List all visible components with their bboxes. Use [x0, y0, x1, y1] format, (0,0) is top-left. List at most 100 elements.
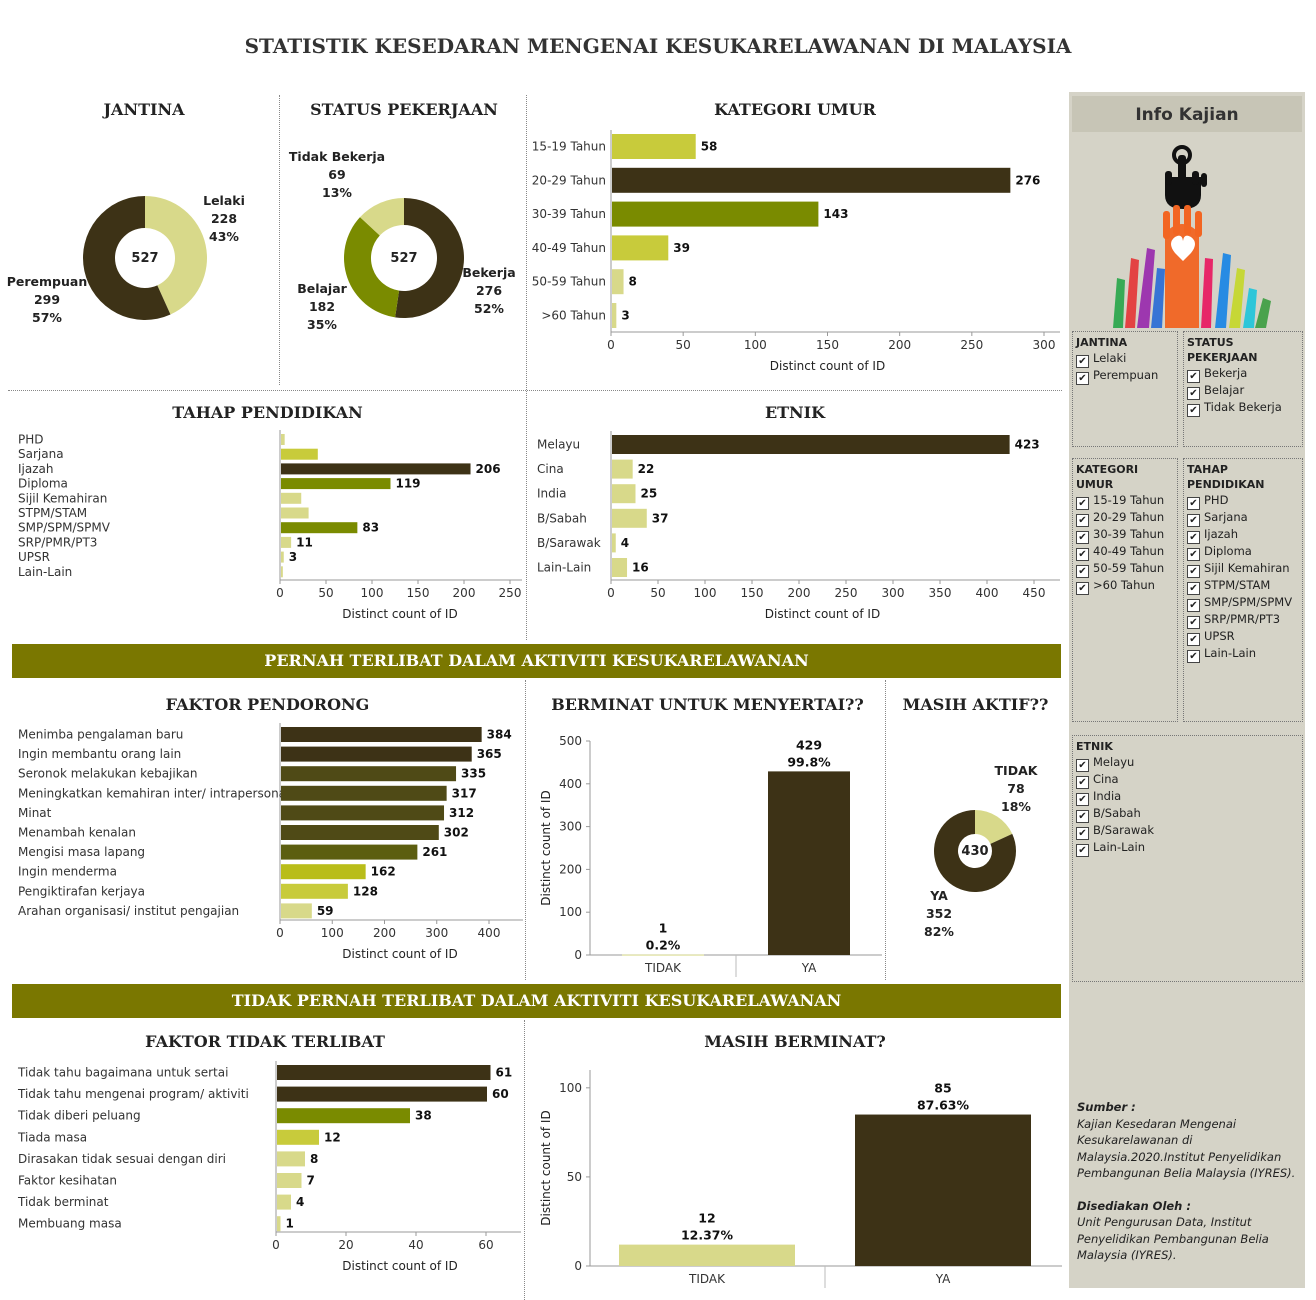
filter-item[interactable]: ✔ Sarjana — [1184, 509, 1302, 527]
pie-label: 13% — [322, 185, 352, 200]
category-label: Arahan organisasi/ institut pengajian — [18, 904, 239, 918]
filter-item[interactable]: ✔ Ijazah — [1184, 526, 1302, 544]
checkbox-icon[interactable]: ✔ — [1076, 844, 1089, 857]
axis-title: Distinct count of ID — [342, 607, 457, 621]
axis-title: Distinct count of ID — [342, 947, 457, 961]
checkbox-icon[interactable]: ✔ — [1187, 599, 1200, 612]
checkbox-icon[interactable]: ✔ — [1187, 616, 1200, 629]
filter-item[interactable]: ✔ 20-29 Tahun — [1073, 509, 1177, 527]
category-label: Lain-Lain — [537, 561, 591, 575]
bar — [612, 134, 696, 159]
filter-item[interactable]: ✔ >60 Tahun — [1073, 577, 1177, 595]
filter-item[interactable]: ✔ Lain-Lain — [1073, 839, 1302, 857]
data-label: 38 — [415, 1109, 432, 1123]
tick-label: 100 — [744, 338, 767, 352]
pie-label: Tidak Bekerja — [289, 149, 385, 164]
checkbox-icon[interactable]: ✔ — [1187, 370, 1200, 383]
filter-item[interactable]: ✔ STPM/STAM — [1184, 577, 1302, 595]
category-label: 20-29 Tahun — [532, 173, 606, 187]
data-label: 119 — [395, 477, 420, 491]
checkbox-icon[interactable]: ✔ — [1076, 514, 1089, 527]
bar — [281, 844, 418, 860]
filter-item[interactable]: ✔ Lelaki — [1073, 350, 1177, 368]
pie-total: 527 — [390, 251, 417, 266]
filter-item[interactable]: ✔ Sijil Kemahiran — [1184, 560, 1302, 578]
checkbox-icon[interactable]: ✔ — [1076, 565, 1089, 578]
bar — [281, 478, 391, 490]
checkbox-icon[interactable]: ✔ — [1187, 404, 1200, 417]
filter-item[interactable]: ✔ B/Sabah — [1073, 805, 1302, 823]
data-label: 12.37% — [681, 1228, 734, 1243]
pie-label: Perempuan — [7, 274, 88, 289]
filter-item[interactable]: ✔ 15-19 Tahun — [1073, 492, 1177, 510]
filter-item[interactable]: ✔ B/Sarawak — [1073, 822, 1302, 840]
bar — [612, 508, 647, 528]
data-label: 22 — [638, 462, 655, 476]
checkbox-icon[interactable]: ✔ — [1187, 582, 1200, 595]
bar — [612, 558, 628, 577]
checkbox-icon[interactable]: ✔ — [1076, 548, 1089, 561]
checkbox-icon[interactable]: ✔ — [1076, 497, 1089, 510]
checkbox-icon[interactable]: ✔ — [1076, 531, 1089, 544]
checkbox-icon[interactable]: ✔ — [1187, 514, 1200, 527]
category-label: STPM/STAM — [18, 506, 87, 520]
checkbox-icon[interactable]: ✔ — [1076, 827, 1089, 840]
filter-item[interactable]: ✔ SRP/PMR/PT3 — [1184, 611, 1302, 629]
filter-item[interactable]: ✔ Perempuan — [1073, 367, 1177, 385]
filter-item[interactable]: ✔ Tidak Bekerja — [1184, 399, 1302, 417]
filter-item[interactable]: ✔ Diploma — [1184, 543, 1302, 561]
tick-label: 0 — [276, 926, 284, 940]
checkbox-icon[interactable]: ✔ — [1187, 650, 1200, 663]
filter-item[interactable]: ✔ 40-49 Tahun — [1073, 543, 1177, 561]
filter-item[interactable]: ✔ India — [1073, 788, 1302, 806]
filter-item[interactable]: ✔ SMP/SPM/SPMV — [1184, 594, 1302, 612]
divider — [885, 680, 886, 980]
bar — [277, 1129, 319, 1145]
bar — [612, 484, 636, 504]
tick-label: 100 — [361, 586, 384, 600]
tick-label: 200 — [453, 586, 476, 600]
filter-item[interactable]: ✔ Bekerja — [1184, 365, 1302, 383]
checkbox-icon[interactable]: ✔ — [1187, 548, 1200, 561]
filter-item[interactable]: ✔ UPSR — [1184, 628, 1302, 646]
bar — [619, 1244, 795, 1266]
data-label: 61 — [496, 1066, 513, 1080]
tidakterlibat-title: FAKTOR TIDAK TERLIBAT — [145, 1032, 385, 1051]
pie-label: 78 — [1007, 781, 1024, 796]
filter-item[interactable]: ✔ Lain-Lain — [1184, 645, 1302, 663]
checkbox-icon[interactable]: ✔ — [1076, 355, 1089, 368]
filter-item[interactable]: ✔ 30-39 Tahun — [1073, 526, 1177, 544]
checkbox-icon[interactable]: ✔ — [1076, 372, 1089, 385]
pie-slice — [344, 217, 400, 318]
filter-item[interactable]: ✔ Cina — [1073, 771, 1302, 789]
checkbox-icon[interactable]: ✔ — [1187, 387, 1200, 400]
filter-item[interactable]: ✔ Belajar — [1184, 382, 1302, 400]
checkbox-icon[interactable]: ✔ — [1187, 633, 1200, 646]
checkbox-icon[interactable]: ✔ — [1076, 582, 1089, 595]
tick-label: 0 — [574, 1259, 582, 1273]
pie-label: 182 — [309, 299, 335, 314]
checkbox-icon[interactable]: ✔ — [1076, 759, 1089, 772]
category-label: TIDAK — [688, 1272, 726, 1286]
tick-label: 20 — [338, 1238, 353, 1252]
checkbox-icon[interactable]: ✔ — [1187, 565, 1200, 578]
tick-label: 300 — [559, 820, 582, 834]
filter-item[interactable]: ✔ 50-59 Tahun — [1073, 560, 1177, 578]
bar — [281, 805, 445, 821]
axis-title: Distinct count of ID — [342, 1259, 457, 1273]
checkbox-icon[interactable]: ✔ — [1187, 531, 1200, 544]
tick-label: 300 — [1033, 338, 1056, 352]
filter-item[interactable]: ✔ Melayu — [1073, 754, 1302, 772]
bar — [281, 746, 472, 762]
checkbox-icon[interactable]: ✔ — [1076, 793, 1089, 806]
data-label: 12 — [324, 1130, 341, 1144]
category-label: Tidak tahu mengenai program/ aktiviti — [17, 1087, 249, 1101]
filter-item[interactable]: ✔ PHD — [1184, 492, 1302, 510]
checkbox-icon[interactable]: ✔ — [1187, 497, 1200, 510]
pendidikan-title: TAHAP PENDIDIKAN — [172, 403, 363, 422]
category-label: Menimba pengalaman baru — [18, 728, 183, 742]
checkbox-icon[interactable]: ✔ — [1076, 810, 1089, 823]
category-label: Cina — [537, 462, 564, 476]
category-label: Sijil Kemahiran — [18, 491, 107, 505]
checkbox-icon[interactable]: ✔ — [1076, 776, 1089, 789]
